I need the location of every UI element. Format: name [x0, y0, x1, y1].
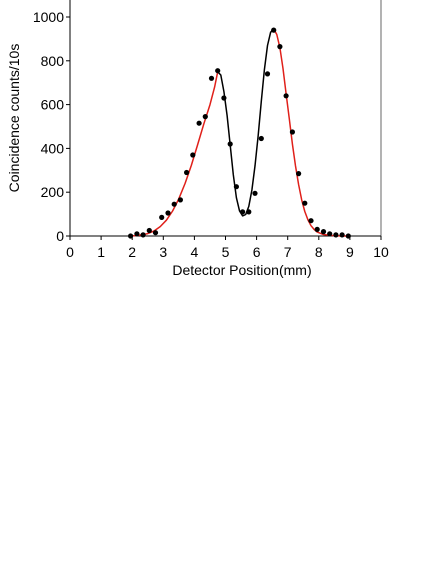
data-point	[277, 44, 283, 50]
data-point	[146, 227, 152, 234]
data-point	[184, 169, 190, 176]
y-tick-label: 1000	[33, 9, 64, 25]
y-ticks: 0 200 400 600 800 1000	[33, 9, 70, 244]
data-point	[264, 71, 271, 77]
x-tick-label: 8	[315, 244, 323, 260]
fit-curve-segment	[217, 28, 275, 217]
data-point	[128, 233, 134, 239]
data-point	[177, 197, 183, 203]
data-point	[140, 232, 146, 238]
data-point	[165, 210, 171, 216]
data-point	[246, 209, 252, 215]
x-tick-label: 9	[346, 244, 354, 260]
x-tick-label: 5	[222, 244, 230, 260]
y-tick-label: 0	[56, 228, 64, 244]
fit-curve-segment	[273, 28, 349, 237]
data-point	[333, 232, 339, 238]
x-ticks: 0 1 2 3 4 5 6 7 8 9 10	[66, 236, 389, 260]
data-point	[296, 171, 302, 177]
x-tick-label: 3	[159, 244, 167, 260]
y-tick-label: 400	[41, 140, 65, 156]
data-point	[271, 27, 277, 33]
data-point	[159, 214, 165, 220]
fit-curve-segment	[129, 71, 219, 237]
x-tick-label: 1	[97, 244, 105, 260]
data-point	[345, 233, 351, 239]
x-tick-label: 2	[128, 244, 136, 260]
data-point	[208, 75, 215, 81]
data-point	[320, 229, 327, 235]
data-point	[152, 230, 159, 236]
data-points	[128, 27, 351, 239]
fit-curves	[129, 28, 349, 237]
y-tick-label: 200	[41, 184, 65, 200]
x-tick-label: 10	[373, 244, 389, 260]
data-point	[308, 218, 314, 224]
data-point	[190, 152, 196, 158]
y-tick-label: 600	[41, 97, 65, 113]
x-axis-title: Detector Position(mm)	[172, 262, 311, 278]
data-point	[252, 190, 258, 196]
y-tick-label: 800	[41, 53, 65, 69]
x-tick-label: 7	[284, 244, 292, 260]
data-point	[196, 120, 202, 126]
data-point	[215, 68, 221, 74]
data-point	[314, 226, 320, 232]
x-tick-label: 4	[191, 244, 199, 260]
data-point	[227, 141, 233, 147]
x-tick-label: 6	[253, 244, 261, 260]
data-point	[171, 201, 177, 207]
x-tick-label: 0	[66, 244, 74, 260]
data-point	[302, 200, 308, 206]
data-point	[202, 114, 208, 120]
y-axis-title: Coincidence counts/10s	[6, 44, 22, 193]
data-point	[283, 93, 289, 99]
data-point	[258, 135, 264, 142]
data-point	[289, 129, 295, 135]
data-point	[339, 232, 345, 238]
data-point	[233, 184, 239, 190]
data-point	[327, 231, 333, 237]
data-point	[240, 209, 246, 215]
data-point	[134, 231, 140, 237]
data-point	[221, 95, 227, 101]
